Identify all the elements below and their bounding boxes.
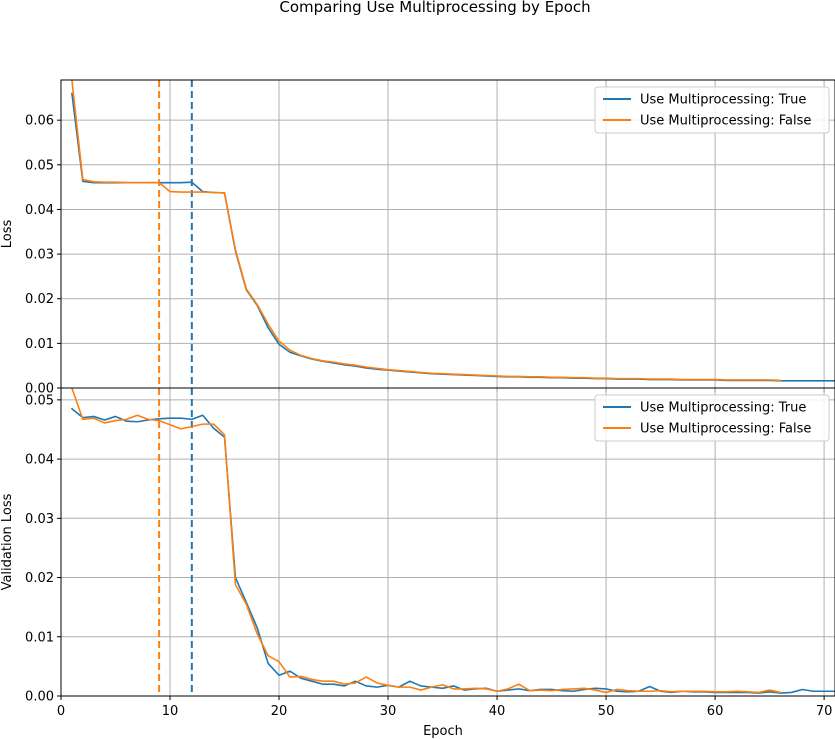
x-axis-label: Epoch xyxy=(423,724,463,739)
series-group xyxy=(71,388,835,694)
y-tick-label: 0.04 xyxy=(25,203,54,218)
y-tick-label: 0.02 xyxy=(25,292,54,307)
series-line-false xyxy=(71,80,782,382)
y-tick-label: 0.03 xyxy=(25,248,54,263)
plot-panel-2: 0.00 0.01 0.02 0.03 0.04 0.05 0 10 20 30 40 50 60 70 V… xyxy=(0,387,835,739)
y-tick-label: 0.00 xyxy=(25,690,54,705)
x-tick-label: 0 xyxy=(57,704,65,719)
y-axis-label: Validation Loss xyxy=(0,493,15,590)
plots: 0.00 0.01 0.02 0.03 0.04 0.05 0.06 Loss Use Mult… xyxy=(0,79,835,739)
y-axis-label: Loss xyxy=(0,220,15,249)
y-tick-label: 0.02 xyxy=(25,571,54,586)
y-tick-label: 0.03 xyxy=(25,512,54,527)
axes-frame xyxy=(60,387,835,697)
y-tick-label: 0.00 xyxy=(25,382,54,397)
x-tick-label: 20 xyxy=(271,704,288,719)
x-tick-label: 10 xyxy=(162,704,179,719)
x-tick-label: 60 xyxy=(707,704,724,719)
legend-entry: Use Multiprocessing: False xyxy=(640,422,811,437)
x-tick-label: 40 xyxy=(489,704,506,719)
legend-entry: Use Multiprocessing: True xyxy=(640,401,806,416)
figure-title: Comparing Use Multiprocessing by Epoch xyxy=(279,0,590,16)
legend-box xyxy=(594,86,830,134)
y-tick-label: 0.05 xyxy=(25,158,54,173)
y-tick-label: 0.05 xyxy=(25,393,54,408)
x-tick-label: 50 xyxy=(598,704,615,719)
legend: Use Multiprocessing: True Use Multiproces… xyxy=(594,394,830,442)
y-tick-label: 0.06 xyxy=(25,114,54,129)
y-tick-label: 0.01 xyxy=(25,337,54,352)
legend-box xyxy=(594,394,830,442)
y-tick-label: 0.01 xyxy=(25,630,54,645)
legend-entry: Use Multiprocessing: False xyxy=(640,114,811,129)
legend-entry: Use Multiprocessing: True xyxy=(640,93,806,108)
legend: Use Multiprocessing: True Use Multiproces… xyxy=(594,86,830,134)
series-group xyxy=(71,80,835,382)
x-tick-label: 70 xyxy=(816,704,833,719)
series-line-false xyxy=(71,388,782,694)
x-tick-label: 30 xyxy=(380,704,397,719)
y-tick-label: 0.04 xyxy=(25,453,54,468)
